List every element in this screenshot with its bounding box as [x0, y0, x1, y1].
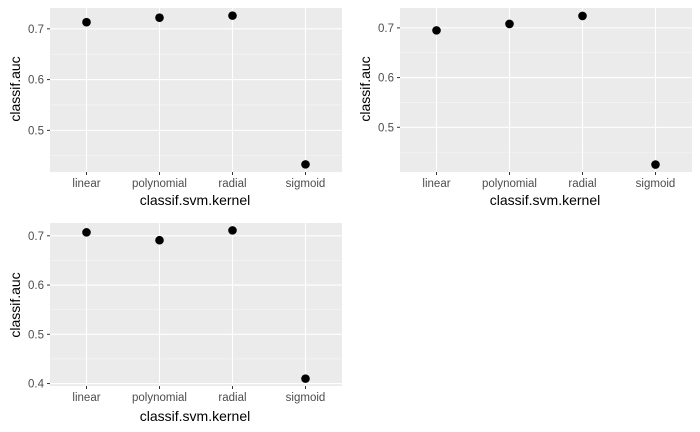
x-tick-label: radial — [218, 392, 246, 404]
x-tick-label: linear — [72, 392, 100, 404]
data-point-sigmoid — [651, 160, 660, 169]
x-tick-label: sigmoid — [286, 392, 326, 404]
plot-panel — [50, 8, 342, 172]
x-tick-label: polynomial — [132, 178, 187, 190]
chart-panel-top-left: classif.svm.kernel classif.auc 0.5 0.6 0.7… — [7, 8, 342, 208]
plot-panel — [50, 223, 342, 386]
data-point-sigmoid — [301, 374, 310, 383]
x-tick-label: sigmoid — [286, 178, 326, 190]
y-tick-label: 0.6 — [28, 280, 44, 292]
x-tick-label: radial — [568, 178, 596, 190]
y-tick-label: 0.4 — [28, 379, 45, 391]
x-tick-label: polynomial — [132, 392, 187, 404]
y-axis-title: classif.auc — [357, 56, 373, 121]
y-axis-title: classif.auc — [7, 272, 23, 337]
y-axis-title: classif.auc — [7, 56, 23, 121]
y-tick-label: 0.7 — [378, 23, 394, 35]
data-point-radial — [578, 11, 587, 21]
data-point-linear — [82, 228, 91, 237]
data-point-linear — [82, 17, 91, 27]
y-tick-label: 0.6 — [378, 73, 394, 85]
data-point-sigmoid — [301, 160, 310, 169]
x-axis-title: classif.svm.kernel — [140, 192, 250, 208]
x-tick-label: linear — [72, 178, 100, 190]
x-axis-title: classif.svm.kernel — [140, 408, 250, 424]
data-point-polynomial — [155, 13, 164, 22]
y-tick-label: 0.5 — [28, 125, 44, 137]
x-tick-label: sigmoid — [636, 178, 676, 190]
y-tick-label: 0.7 — [28, 231, 44, 243]
data-point-polynomial — [155, 235, 164, 245]
data-point-radial — [228, 11, 237, 20]
data-point-linear — [432, 26, 441, 35]
chart-panel-top-right: classif.svm.kernel classif.auc 0.5 0.6 0.7… — [357, 8, 692, 208]
y-tick-label: 0.5 — [28, 329, 44, 341]
plot-panel — [400, 8, 692, 172]
x-tick-label: radial — [218, 178, 246, 190]
x-tick-label: linear — [422, 178, 450, 190]
x-tick-label: polynomial — [482, 178, 537, 190]
x-axis-title: classif.svm.kernel — [490, 192, 600, 208]
y-tick-label: 0.5 — [378, 122, 394, 134]
data-point-polynomial — [505, 19, 514, 29]
chart-panel-bottom-left: classif.svm.kernel classif.auc 0.4 0.5 0.6… — [7, 223, 342, 424]
y-tick-label: 0.7 — [28, 24, 44, 36]
data-point-radial — [228, 226, 237, 235]
y-tick-label: 0.6 — [28, 75, 44, 87]
